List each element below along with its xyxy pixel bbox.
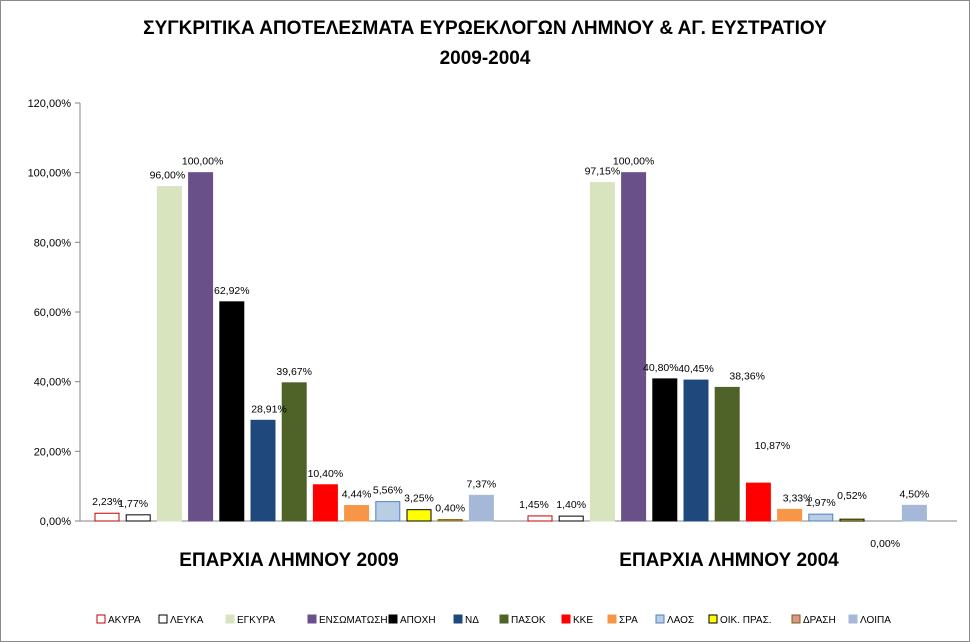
bars (94, 172, 927, 522)
bar (406, 509, 432, 522)
bar (683, 379, 709, 522)
bar (745, 482, 771, 522)
data-label: 100,00% (613, 156, 654, 168)
y-tick-label: 60,00% (34, 307, 72, 319)
bar (188, 172, 214, 522)
legend-swatch (225, 614, 235, 624)
legend-label: ΕΓΚΥΡΑ (237, 615, 275, 626)
data-label: 100,00% (182, 156, 223, 168)
legend-label: ΕΝΣΩΜΑΤΩΣΗ (319, 615, 388, 626)
bar (219, 301, 245, 522)
y-tick-label: 0,00% (40, 516, 71, 528)
data-label: 3,33% (783, 492, 813, 504)
bar (468, 494, 494, 522)
legend-label: ΠΑΣΟΚ (511, 615, 546, 626)
data-labels: 2,23% 1,45%1,77% 1,40%96,00% 97,15%100,00% 1… (92, 156, 929, 550)
bar (808, 513, 834, 522)
data-label: 10,87% (755, 440, 791, 452)
data-label: 1,40% (556, 499, 586, 511)
y-tick-label: 80,00% (34, 237, 72, 249)
data-label: 39,67% (276, 366, 312, 378)
legend-swatch (307, 614, 317, 624)
legend-label: ΚΚΕ (573, 615, 593, 626)
bar (312, 484, 338, 522)
bar (652, 378, 678, 522)
bar (250, 419, 276, 522)
data-label: 0,00% (870, 538, 900, 550)
data-label: 2,23% (92, 496, 122, 508)
data-label: 1,45% (519, 499, 549, 511)
data-label: 10,40% (308, 468, 344, 480)
legend-swatch (453, 614, 463, 624)
chart-title: ΣΥΓΚΡΙΤΙΚΑ ΑΠΟΤΕΛΕΣΜΑΤΑ ΕΥΡΩΕΚΛΟΓΩΝ ΛΗΜΝ… (143, 18, 827, 39)
bar (777, 508, 803, 522)
data-label: 1,97% (806, 497, 836, 509)
legend-label: ΑΚΥΡΑ (108, 615, 141, 626)
legend-label: ΝΔ (465, 615, 479, 626)
y-tick-label: 20,00% (34, 446, 72, 458)
category-labels: ΕΠΑΡΧΙΑ ΛΗΜΝΟΥ 2009 ΕΠΑΡΧΙΑ ΛΗΜΝΟΥ 2004 (179, 550, 839, 571)
legend-label: ΑΠΟΧΗ (400, 615, 436, 626)
category-label: ΕΠΑΡΧΙΑ ΛΗΜΝΟΥ 2004 (619, 550, 839, 571)
legend: ΑΚΥΡΑ ΛΕΥΚΑ ΕΓΚΥΡΑ ΕΝΣΩΜΑΤΩΣΗ ΑΠΟΧΗ ΝΔ ΠΑΣΟΚ ΚΚ… (96, 614, 891, 626)
y-tick-label: 120,00% (28, 98, 72, 110)
bar (589, 182, 615, 522)
legend-label: ΛΑΟΣ (667, 615, 694, 626)
legend-swatch (607, 614, 617, 624)
bar (375, 501, 401, 522)
bar (621, 172, 647, 522)
data-label: 96,00% (150, 170, 186, 182)
y-axis: 0,00% 20,00% 40,00% 60,00% 80,00% 100,00% 120,… (28, 98, 80, 528)
data-label: 7,37% (467, 478, 497, 490)
legend-swatch (708, 614, 718, 624)
bar (344, 505, 370, 522)
y-tick-label: 40,00% (34, 377, 72, 389)
data-label: 38,36% (729, 370, 765, 382)
data-label: 0,52% (837, 490, 867, 502)
bar (437, 519, 463, 522)
data-label: 0,40% (435, 503, 465, 515)
data-label: 4,50% (900, 488, 930, 500)
y-tick-label: 100,00% (28, 168, 72, 180)
data-label: 3,25% (404, 493, 434, 505)
legend-label: ΣΡΑ (619, 615, 638, 626)
legend-swatch (158, 614, 168, 624)
bar (94, 512, 120, 522)
legend-swatch (561, 614, 571, 624)
legend-label: ΛΕΥΚΑ (170, 615, 204, 626)
bar (527, 515, 553, 522)
legend-swatch (655, 614, 665, 624)
legend-swatch (388, 614, 398, 624)
chart-subtitle: 2009-2004 (440, 48, 531, 69)
data-label: 97,15% (585, 166, 621, 178)
legend-label: ΔΡΑΣΗ (803, 615, 836, 626)
data-label: 40,80% (643, 362, 679, 374)
legend-swatch (791, 614, 801, 624)
data-label: 1,77% (118, 498, 148, 510)
bar (125, 514, 151, 522)
legend-label: ΟΙΚ. ΠΡΑΣ. (720, 615, 772, 626)
bar (839, 518, 865, 522)
legend-swatch (96, 614, 106, 624)
data-label: 62,92% (214, 285, 250, 297)
bar (714, 386, 740, 522)
bar (281, 382, 307, 522)
data-label: 28,91% (251, 403, 287, 415)
data-label: 40,45% (678, 363, 714, 375)
legend-label: ΛΟΙΠΑ (860, 615, 891, 626)
legend-swatch (848, 614, 858, 624)
bar (558, 515, 584, 522)
category-label: ΕΠΑΡΧΙΑ ΛΗΜΝΟΥ 2009 (179, 550, 398, 571)
data-label: 5,56% (373, 485, 403, 497)
data-label: 4,44% (342, 489, 372, 501)
bar (901, 504, 927, 522)
bar (156, 186, 182, 522)
legend-swatch (499, 614, 509, 624)
